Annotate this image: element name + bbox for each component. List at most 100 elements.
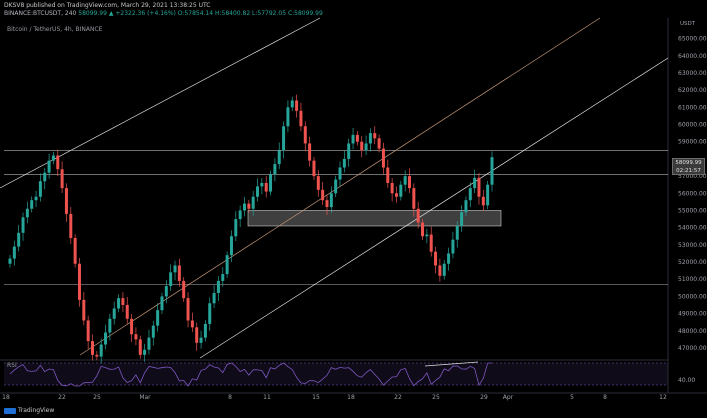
candle-body (91, 341, 95, 355)
candle-body (347, 143, 351, 159)
candle-body (277, 150, 281, 165)
candle-body (69, 213, 73, 238)
levels-layer (0, 17, 707, 394)
candle-body (486, 184, 490, 206)
candle-body (117, 298, 121, 309)
symbol-info: BINANCE:BTCUSDT, 240 58099.99 ▲ +2322.36… (4, 10, 323, 17)
y-axis: 65000.00 64000.00 63000.00 62000.00 61000.00… (678, 36, 707, 352)
candle-body (195, 327, 199, 343)
footer: TradingView (4, 407, 54, 414)
y-tick-label: 60000.00 (678, 122, 707, 129)
footer-text: TradingView (18, 407, 55, 414)
candle-body (416, 208, 420, 223)
x-tick-label: Mar (139, 394, 151, 401)
ohlc: O:57854.14 H:58400.82 L:57792.05 C:58099… (177, 10, 323, 17)
candle-body (473, 177, 477, 189)
candle-body (338, 167, 342, 180)
candle-body (177, 265, 181, 281)
y-tick-label: 65000.00 (678, 36, 707, 43)
candle-body (434, 251, 438, 266)
candle-body (17, 232, 21, 247)
candle-body (355, 134, 359, 142)
x-tick-label: 8 (603, 394, 607, 401)
y-tick-label: 48000.00 (678, 328, 707, 335)
candle-body (216, 280, 220, 293)
candle-body (99, 344, 103, 357)
y-tick-label: 56000.00 (678, 190, 707, 197)
candle-body (38, 181, 42, 197)
candle-body (134, 334, 138, 340)
candle-body (130, 318, 134, 335)
candle-body (164, 286, 168, 297)
x-tick-label: 8 (228, 394, 232, 401)
y-tick-label: 54000.00 (678, 225, 707, 232)
candle-body (156, 310, 160, 326)
candle-body (51, 155, 55, 161)
candle-body (381, 148, 385, 168)
candle-body (108, 318, 112, 333)
candle-body (451, 239, 455, 254)
candle-body (247, 203, 251, 209)
candle-body (25, 208, 29, 218)
candle-body (251, 196, 255, 209)
badge-countdown: 02:21:57 (676, 168, 701, 174)
candle-body (295, 100, 299, 111)
y-tick-label: 61000.00 (678, 104, 707, 111)
x-tick-label: 22 (394, 394, 402, 401)
candle-body (421, 222, 425, 237)
candle-body (77, 263, 81, 300)
candle-body (386, 167, 390, 183)
candle-body (360, 141, 364, 151)
candle-body (182, 280, 186, 299)
candle-body (56, 155, 60, 170)
candle-body (447, 253, 451, 264)
candle-body (329, 193, 333, 208)
candle-body (234, 219, 238, 237)
candle-body (43, 172, 47, 182)
candle-body (143, 349, 147, 355)
candles-layer (8, 94, 494, 364)
candle-body (438, 265, 442, 276)
candle-body (351, 134, 355, 144)
candle-body (490, 157, 494, 185)
candle-body (238, 210, 242, 220)
x-tick-label: 15 (312, 394, 320, 401)
y-tick-label: 63000.00 (678, 70, 707, 77)
candle-body (221, 274, 225, 281)
y-tick-label: 49000.00 (678, 311, 707, 318)
candle-body (208, 303, 212, 324)
x-tick-label: 12 (659, 394, 667, 401)
candle-body (199, 337, 203, 343)
candle-body (364, 143, 368, 151)
candle-body (390, 182, 394, 194)
candle-body (269, 174, 273, 192)
candle-body (151, 325, 155, 338)
candle-body (64, 188, 68, 214)
price-badge: 58099.99 02:21:57 (672, 158, 705, 175)
candle-body (82, 299, 86, 321)
candle-body (290, 100, 294, 108)
rsi-label: RSI (7, 362, 17, 369)
rsi-pane: 40.00 (4, 361, 695, 387)
candle-body (403, 176, 407, 185)
candle-body (203, 323, 207, 338)
candle-body (169, 272, 173, 287)
x-axis: 18 22 25 Mar 8 11 15 18 22 25 29 Apr 5 8 12 (2, 394, 667, 401)
price-change: ▲ +2322.36 (+4.16%) (108, 10, 176, 17)
candle-body (138, 339, 142, 355)
candle-body (481, 196, 485, 206)
candle-body (312, 160, 316, 177)
tradingview-logo-icon (4, 407, 16, 414)
candle-body (477, 177, 481, 197)
candle-body (377, 138, 381, 149)
y-tick-label: 57000.00 (678, 173, 707, 180)
y-tick-label: 62000.00 (678, 87, 707, 94)
candle-body (325, 200, 329, 208)
y-tick-label: 52000.00 (678, 259, 707, 266)
candle-body (86, 320, 90, 342)
candle-body (464, 200, 468, 213)
x-tick-label: 18 (347, 394, 355, 401)
candle-body (260, 182, 264, 187)
candle-body (229, 236, 233, 256)
